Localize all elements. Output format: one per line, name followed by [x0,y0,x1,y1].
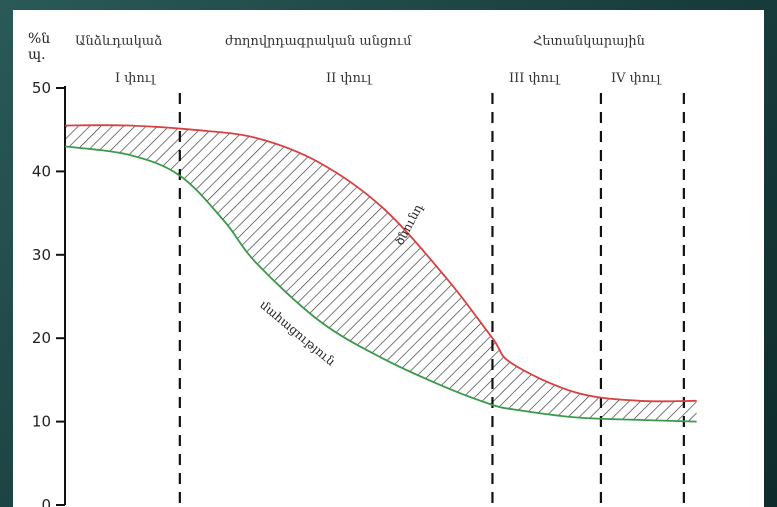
header-demographic-transition: ժողովրդագրական անցում [225,34,412,49]
y-tick-label-20: 20 [32,329,51,347]
birth-rate-line [64,124,697,403]
y-tick-label-30: 30 [32,246,51,264]
phase-label-3: III փուլ [509,71,561,86]
phase-label-1: I փուլ [115,71,157,86]
y-unit-label-line1: %ն [28,31,50,47]
phase-label-4: IV փուլ [611,71,662,86]
death-rate-line [64,145,697,423]
y-tick-label-50: 50 [32,79,51,97]
y-tick-label-0: 0 [41,496,51,507]
demographic-transition-chart: 0 10 20 30 40 50 %ն պ. Անձևդակաձ ժողովրդագրակ… [28,31,697,507]
header-posttransition: Հետանկարային [533,34,645,49]
y-tick-label-10: 10 [32,413,51,431]
phase-label-2: II փուլ [326,71,373,86]
chart-panel: 0 10 20 30 40 50 %ն պ. Անձևդակաձ ժողովրդագրակ… [13,10,764,507]
y-tick-label-40: 40 [32,162,51,180]
natural-increase-hatched-band [65,125,697,422]
header-pretransition: Անձևդակաձ [75,34,162,49]
y-unit-label-line2: պ. [28,47,46,63]
